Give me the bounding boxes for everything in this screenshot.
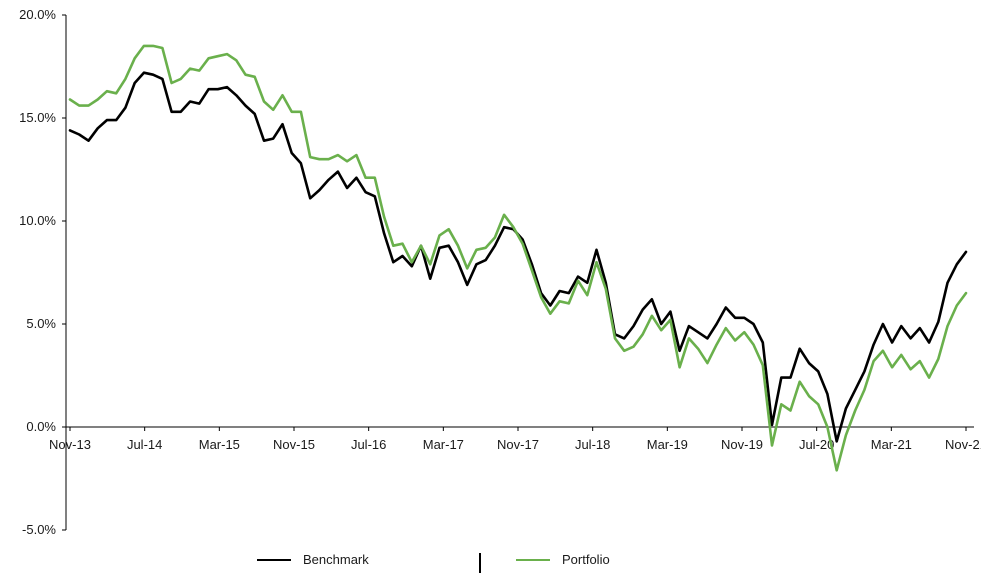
x-tick-label: Mar-19 bbox=[647, 437, 688, 452]
y-tick-label: -5.0% bbox=[22, 522, 56, 537]
x-tick-label: Nov-21 bbox=[945, 437, 981, 452]
x-tick-label: Nov-17 bbox=[497, 437, 539, 452]
x-tick-label: Jul-16 bbox=[351, 437, 386, 452]
x-axis: Nov-13 Jul-14 Mar-15 Nov-15 Jul-16 Mar-17 Nov-… bbox=[49, 426, 981, 452]
x-tick-label: Mar-21 bbox=[871, 437, 912, 452]
y-tick-label: 0.0% bbox=[26, 419, 56, 434]
x-tick-label: Mar-17 bbox=[423, 437, 464, 452]
x-tick-label: Mar-15 bbox=[199, 437, 240, 452]
x-tick-label: Jul-18 bbox=[575, 437, 610, 452]
x-tick-label: Nov-15 bbox=[273, 437, 315, 452]
y-tick-label: 10.0% bbox=[19, 213, 56, 228]
y-tick-label: 20.0% bbox=[19, 7, 56, 22]
legend-item-benchmark: Benchmark bbox=[257, 552, 369, 567]
legend-label-benchmark: Benchmark bbox=[303, 552, 369, 567]
legend: Benchmark Portfolio bbox=[0, 552, 981, 574]
legend-label-portfolio: Portfolio bbox=[562, 552, 610, 567]
legend-item-portfolio: Portfolio bbox=[516, 552, 610, 567]
x-tick-label: Nov-19 bbox=[721, 437, 763, 452]
series-line-benchmark bbox=[68, 71, 968, 443]
series-lines bbox=[68, 44, 968, 472]
legend-swatch-benchmark bbox=[257, 558, 291, 561]
legend-separator bbox=[479, 553, 481, 573]
x-tick-label: Jul-20 bbox=[799, 437, 834, 452]
legend-swatch-portfolio bbox=[516, 558, 550, 561]
line-chart: 20.0% 15.0% 10.0% 5.0% 0.0% -5.0% Nov-13 Jul-1… bbox=[19, 7, 981, 537]
x-tick-label: Nov-13 bbox=[49, 437, 91, 452]
y-axis: 20.0% 15.0% 10.0% 5.0% 0.0% -5.0% bbox=[19, 7, 67, 537]
y-tick-label: 15.0% bbox=[19, 110, 56, 125]
series-line-portfolio bbox=[68, 44, 968, 472]
y-tick-label: 5.0% bbox=[26, 316, 56, 331]
x-tick-label: Jul-14 bbox=[127, 437, 162, 452]
